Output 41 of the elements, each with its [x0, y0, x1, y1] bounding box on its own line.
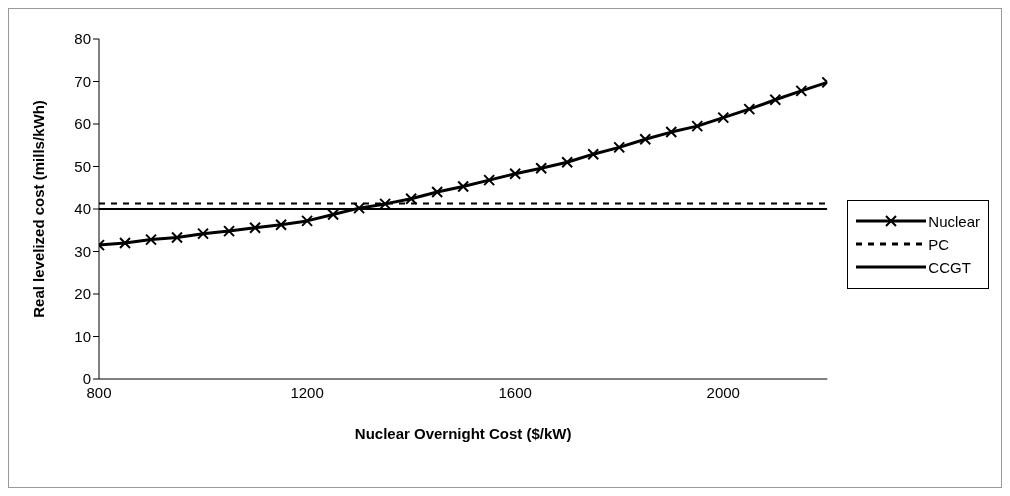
point: [769, 93, 782, 106]
y-tick-label: 70: [74, 72, 91, 90]
y-tick-label: 20: [74, 285, 91, 303]
point: [249, 221, 262, 234]
y-tick-label: 10: [74, 327, 91, 345]
point: [535, 162, 548, 175]
x-tick-label: 1600: [498, 383, 532, 401]
point: [223, 225, 236, 238]
point: [639, 133, 652, 146]
x-tick-label: 2000: [706, 383, 740, 401]
point: [717, 111, 730, 124]
point: [405, 192, 418, 205]
point: [613, 141, 626, 154]
point: [691, 120, 704, 133]
y-tick-label: 50: [74, 157, 91, 175]
point: [587, 148, 600, 161]
legend-label: PC: [928, 235, 950, 253]
legend-label: CCGT: [928, 258, 971, 276]
point: [119, 237, 132, 249]
y-axis-title: Real levelized cost (mills/kWh): [30, 100, 48, 318]
point: [275, 218, 288, 231]
y-tick-label: 30: [74, 242, 91, 260]
legend-label: Nuclear: [928, 212, 980, 230]
point: [353, 202, 366, 215]
point: [431, 186, 444, 198]
point: [145, 233, 158, 246]
point: [509, 167, 522, 180]
y-tick-label: 40: [74, 200, 91, 218]
x-tick-label: 1200: [290, 383, 324, 401]
point: [483, 174, 496, 187]
y-tick-label: 60: [74, 115, 91, 133]
point: [197, 227, 210, 240]
point: [561, 156, 574, 169]
point: [743, 103, 756, 116]
point: [301, 214, 314, 227]
point: [665, 126, 678, 139]
point: [795, 84, 808, 97]
point: [171, 231, 184, 244]
x-axis-title: Nuclear Overnight Cost ($/kW): [354, 425, 572, 442]
point: [457, 180, 470, 193]
y-tick-label: 80: [74, 30, 91, 48]
